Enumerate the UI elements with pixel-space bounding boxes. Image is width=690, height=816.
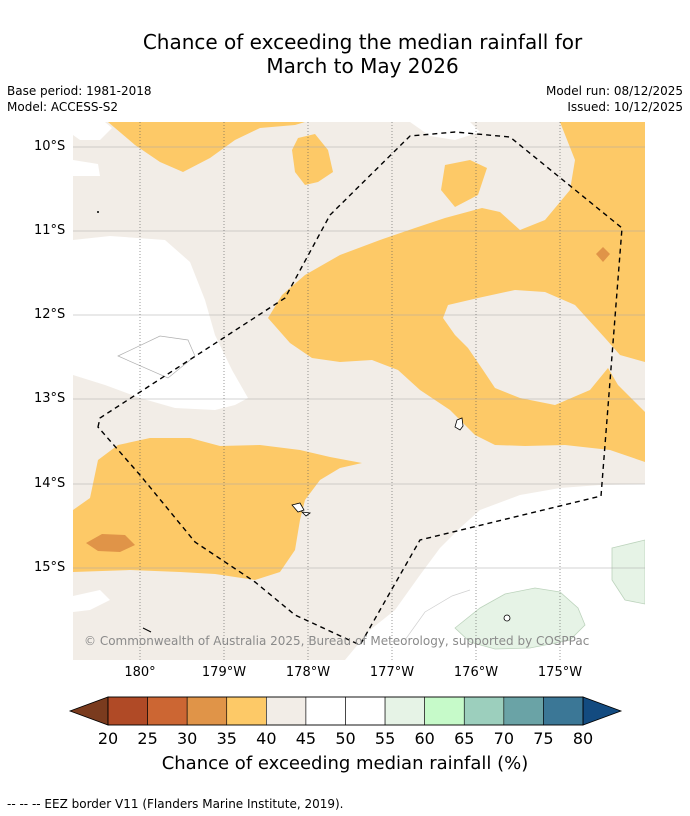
orange-region-central xyxy=(268,122,645,462)
lon-label: 180° xyxy=(124,665,156,680)
meta-right: Model run: 08/12/2025 Issued: 10/12/2025 xyxy=(546,83,683,115)
orange-region-blob-b xyxy=(441,160,487,207)
title-line-1: Chance of exceeding the median rainfall … xyxy=(142,30,583,54)
lon-label: 179°W xyxy=(201,665,247,680)
colorbar-swatch xyxy=(266,696,307,726)
colorbar-tick-label: 40 xyxy=(256,729,277,748)
colorbar-tick-label: 25 xyxy=(137,729,158,748)
colorbar-swatch xyxy=(226,696,267,726)
copyright-notice: © Commonwealth of Australia 2025, Bureau… xyxy=(84,634,590,648)
colorbar-swatch xyxy=(463,696,505,726)
colorbar-tick-label: 80 xyxy=(572,729,594,748)
colorbar-tick-label: 20 xyxy=(97,729,119,748)
colorbar-tick-label: 60 xyxy=(414,729,435,748)
colorbar-swatch xyxy=(147,696,188,726)
island-b xyxy=(291,502,305,513)
model-run: Model run: 08/12/2025 xyxy=(545,84,683,98)
lat-label: 12°S xyxy=(34,307,66,322)
lon-label: 175°W xyxy=(537,665,583,680)
mid-orange-spot-west xyxy=(86,534,135,552)
lat-gridlines xyxy=(73,146,645,569)
island-d xyxy=(503,614,511,622)
colorbar-swatch xyxy=(107,696,148,726)
light-green-region-east xyxy=(611,539,645,605)
island-e xyxy=(142,627,152,633)
lat-label: 14°S xyxy=(34,476,66,491)
contour-line-small xyxy=(117,335,196,379)
colorbar-tick-label: 65 xyxy=(454,729,475,748)
island-f xyxy=(97,211,99,213)
model-name: Model: ACCESS-S2 xyxy=(7,100,119,114)
lat-label: 11°S xyxy=(34,223,66,238)
colorbar-swatch xyxy=(384,696,425,726)
colorbar-swatch xyxy=(305,696,346,726)
orange-region-southwest xyxy=(73,438,362,580)
colorbar-swatch xyxy=(503,696,544,726)
lat-label: 10°S xyxy=(34,139,66,154)
colorbar-label: Chance of exceeding median rainfall (%) xyxy=(161,753,529,774)
colorbar-tick-label: 70 xyxy=(493,729,515,748)
meta-left: Base period: 1981-2018 Model: ACCESS-S2 xyxy=(7,83,152,115)
light-green-region-southeast xyxy=(454,587,586,650)
white-region-top xyxy=(73,122,112,140)
white-region-top2 xyxy=(410,122,480,140)
colorbar-swatch xyxy=(543,696,584,726)
lon-label: 177°W xyxy=(369,665,415,680)
lat-label: 13°S xyxy=(34,391,66,406)
colorbar-tick-label: 55 xyxy=(374,729,396,748)
colorbar xyxy=(68,696,623,726)
eez-footnote: -- -- -- EEZ border V11 (Flanders Marine… xyxy=(7,797,344,811)
lon-label: 176°W xyxy=(453,665,499,680)
colorbar-tick-label: 30 xyxy=(176,729,198,748)
colorbar-tick-label: 75 xyxy=(533,729,554,748)
eez-border xyxy=(97,131,623,646)
colorbar-under-arrow xyxy=(68,696,109,726)
page-title: Chance of exceeding the median rainfall … xyxy=(0,30,690,78)
colorbar-swatch xyxy=(345,696,386,726)
base-period: Base period: 1981-2018 xyxy=(7,84,152,98)
issued-date: Issued: 10/12/2025 xyxy=(567,100,683,114)
white-region-west xyxy=(73,236,248,410)
island-c xyxy=(300,511,312,517)
lat-label: 15°S xyxy=(34,560,66,575)
white-region-edge xyxy=(73,160,100,176)
colorbar-tick-label: 35 xyxy=(216,729,237,748)
title-line-2: March to May 2026 xyxy=(266,54,459,78)
colorbar-swatch xyxy=(424,696,465,726)
lon-label: 178°W xyxy=(285,665,331,680)
island-a xyxy=(454,417,464,431)
contour-line-southeast xyxy=(404,589,471,641)
mid-orange-spot-east xyxy=(596,247,610,262)
colorbar-over-arrow xyxy=(582,696,623,726)
colorbar-tick-label: 45 xyxy=(295,729,317,748)
white-region-bottom-left xyxy=(73,590,110,612)
colorbar-swatch xyxy=(186,696,228,726)
colorbar-tick-label: 50 xyxy=(335,729,356,748)
